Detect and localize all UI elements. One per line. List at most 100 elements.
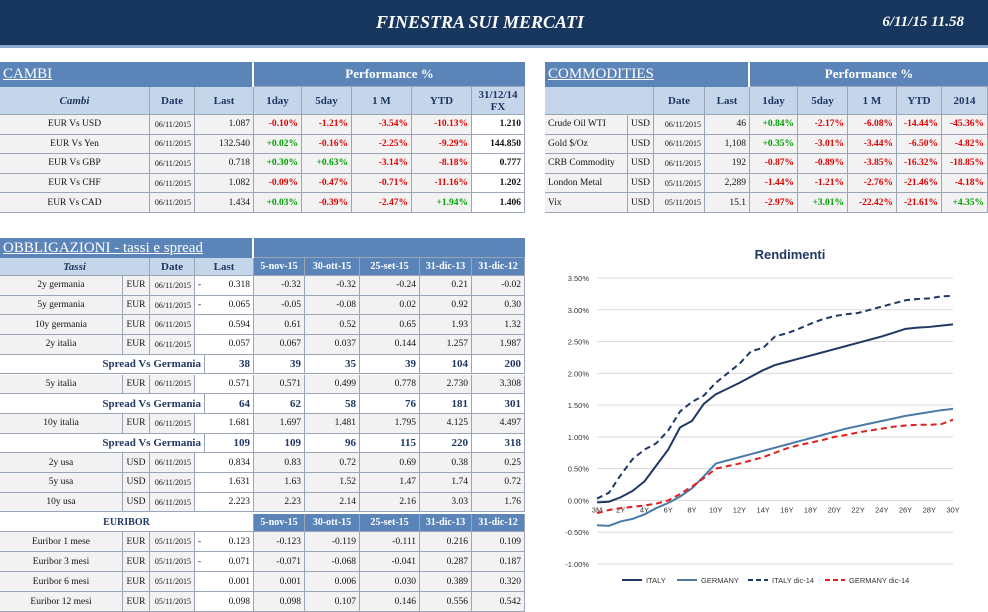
table-cell: -0.10% [254, 115, 302, 135]
table-cell: -0.119 [305, 532, 360, 552]
column-header: Date [654, 87, 705, 115]
table-cell: EUR Vs GBP [0, 154, 150, 174]
table-cell [195, 492, 205, 513]
table-cell: 06/11/2015 [150, 492, 195, 513]
table-cell: 0.107 [305, 592, 360, 612]
y-tick-label: 1.00% [568, 433, 590, 442]
table-cell: 2.14 [305, 492, 360, 513]
table-cell: 1.202 [472, 173, 525, 194]
table-cell: 104 [420, 354, 472, 375]
table-cell: 0.72 [305, 453, 360, 473]
table-cell: 05/11/2015 [150, 532, 195, 552]
table-cell: 200 [472, 354, 525, 375]
column-header: 1 M [352, 87, 412, 115]
header-title: FINESTRA SUI MERCATI [375, 12, 585, 32]
legend-label: GERMANY [701, 576, 739, 585]
series-line [596, 407, 954, 527]
table-cell: 2,289 [705, 173, 750, 194]
table-cell: -2.97% [750, 193, 798, 213]
table-cell: -0.32 [305, 276, 360, 296]
table-cell: -21.46% [897, 173, 942, 194]
spread-label: Spread Vs Germania [0, 433, 205, 454]
table-cell: -0.32 [254, 276, 305, 296]
table-cell: EUR [123, 374, 150, 395]
table-cell: +0.02% [254, 134, 302, 155]
table-cell: 05/11/2015 [150, 552, 195, 572]
table-cell: USD [628, 134, 654, 155]
legend-label: ITALY [646, 576, 666, 585]
table-cell: -0.08 [305, 295, 360, 316]
table-cell: 58 [305, 394, 360, 414]
table-cell [195, 315, 205, 336]
table-cell: -0.09% [254, 173, 302, 194]
table-cell: 0.718 [195, 154, 254, 174]
table-cell: 62 [254, 394, 305, 414]
table-cell: 0.098 [205, 592, 254, 612]
table-cell: -4.18% [942, 173, 988, 194]
table-cell: 1.087 [195, 115, 254, 135]
table-cell: 0.61 [254, 315, 305, 336]
table-cell: 2.16 [360, 492, 420, 513]
table-cell: 318 [472, 433, 525, 454]
table-cell: 1.481 [305, 413, 360, 434]
table-cell: USD [123, 492, 150, 513]
table-cell: 1.406 [472, 193, 525, 213]
column-header: 31-dic-12 [472, 514, 525, 532]
table-cell: 1.52 [305, 473, 360, 493]
table-cell: 132.540 [195, 134, 254, 155]
table-cell: 0.52 [305, 315, 360, 336]
table-cell: 0.21 [420, 276, 472, 296]
table-cell: EUR [123, 413, 150, 434]
table-cell: 05/11/2015 [654, 193, 705, 213]
table-cell: USD [123, 473, 150, 493]
table-cell: 0.571 [205, 374, 254, 395]
column-header: 1day [750, 87, 798, 115]
table-cell: 05/11/2015 [654, 173, 705, 194]
section-title: COMMODITIES [545, 62, 748, 87]
column-header: 5-nov-15 [254, 258, 305, 276]
table-cell: EUR [123, 295, 150, 316]
table-cell: -6.50% [897, 134, 942, 155]
table-cell: Vix [545, 193, 628, 213]
table-cell: 39 [254, 354, 305, 375]
table-cell: -21.61% [897, 193, 942, 213]
column-header: 25-set-15 [360, 514, 420, 532]
table-cell: Crude Oil WTI [545, 115, 628, 135]
table-cell [195, 453, 205, 473]
table-cell: EUR Vs USD [0, 115, 150, 135]
table-cell: 0.037 [305, 335, 360, 355]
table-cell: EUR [123, 572, 150, 592]
table-cell: 5y usa [0, 473, 123, 493]
table-cell: -16.32% [897, 154, 942, 174]
table-cell: -22.42% [848, 193, 897, 213]
table-cell [195, 572, 205, 592]
column-header: 31-dic-13 [420, 514, 472, 532]
table-cell: -2.76% [848, 173, 897, 194]
table-cell: 1.082 [195, 173, 254, 194]
table-cell: -3.44% [848, 134, 897, 155]
table-cell: 1.47 [360, 473, 420, 493]
table-cell: 10y italia [0, 413, 123, 434]
series-line [596, 294, 954, 500]
table-cell: 144.850 [472, 134, 525, 155]
table-cell: EUR Vs Yen [0, 134, 150, 155]
table-cell: 3.03 [420, 492, 472, 513]
table-cell: 0.594 [205, 315, 254, 336]
legend-label: ITALY dic-14 [772, 576, 814, 585]
table-cell: 0.187 [472, 552, 525, 572]
table-cell: -9.29% [412, 134, 472, 155]
table-cell: 06/11/2015 [150, 193, 195, 213]
table-cell: -11.16% [412, 173, 472, 194]
spread-label: Spread Vs Germania [0, 354, 205, 375]
table-cell [195, 335, 205, 355]
column-header: 1day [254, 87, 302, 115]
column-header [545, 87, 654, 115]
table-cell: -2.47% [352, 193, 412, 213]
table-cell: 1.434 [195, 193, 254, 213]
x-tick-label: 4Y [640, 505, 649, 514]
table-cell: 181 [420, 394, 472, 414]
table-cell: USD [628, 115, 654, 135]
table-cell: 1.76 [472, 492, 525, 513]
table-cell: -0.16% [302, 134, 352, 155]
table-cell: +0.35% [750, 134, 798, 155]
